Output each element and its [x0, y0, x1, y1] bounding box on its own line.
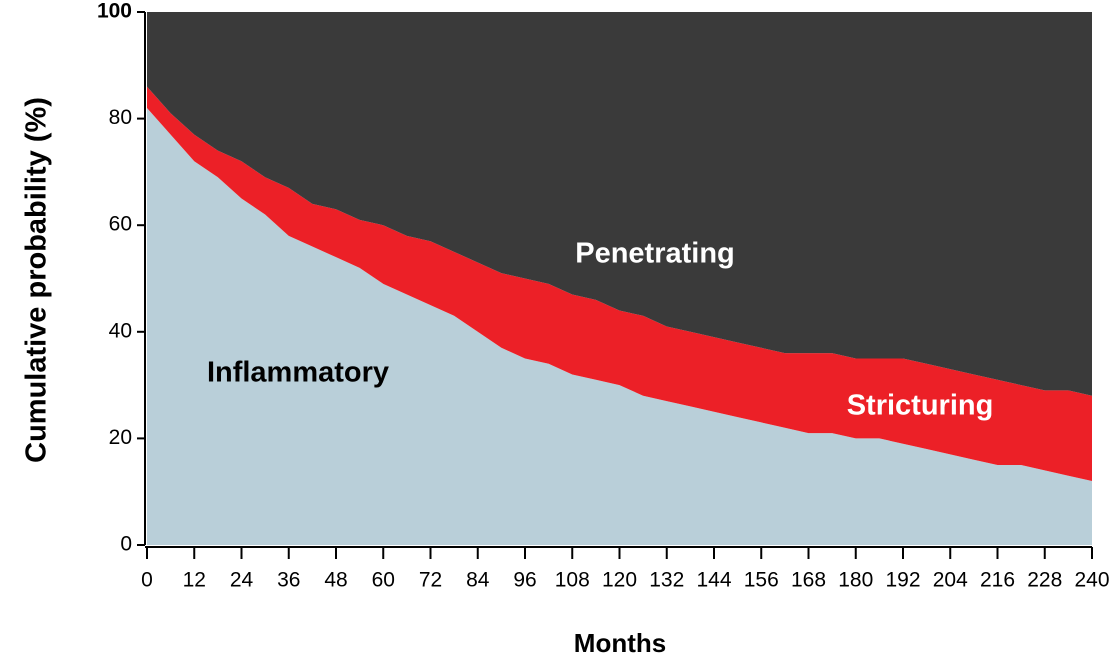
- x-tick-label: 108: [555, 569, 590, 592]
- y-tick-label: 80: [109, 106, 132, 129]
- x-tick-label: 72: [419, 569, 442, 592]
- x-tick-label: 0: [141, 569, 153, 592]
- y-tick-label: 60: [109, 213, 132, 236]
- x-tick-label: 120: [602, 569, 637, 592]
- x-tick-label: 144: [696, 569, 731, 592]
- y-tick-label: 40: [109, 319, 132, 342]
- x-tick-label: 24: [230, 569, 254, 592]
- x-tick-label: 192: [885, 569, 920, 592]
- x-tick-label: 96: [513, 569, 536, 592]
- y-tick-label: 100: [97, 0, 132, 23]
- x-axis-label: Months: [574, 628, 666, 658]
- x-tick-label: 168: [791, 569, 826, 592]
- area: [147, 107, 1092, 545]
- x-tick-label: 48: [324, 569, 347, 592]
- area-label: Penetrating: [575, 238, 735, 270]
- area: [147, 12, 1092, 396]
- x-tick-label: 204: [933, 569, 968, 592]
- x-tick-label: 60: [372, 569, 395, 592]
- area-label: Inflammatory: [207, 357, 389, 389]
- x-tick-label: 240: [1074, 569, 1109, 592]
- x-tick-label: 84: [466, 569, 490, 592]
- area-label: Stricturing: [847, 390, 994, 422]
- y-tick-label: 0: [120, 533, 132, 556]
- x-tick-label: 36: [277, 569, 300, 592]
- y-axis-label: Cumulative probability (%): [21, 97, 53, 463]
- x-tick-label: 12: [183, 569, 206, 592]
- x-tick-label: 156: [744, 569, 779, 592]
- x-tick-label: 132: [649, 569, 684, 592]
- x-tick-label: 180: [838, 569, 873, 592]
- area: [147, 86, 1092, 482]
- y-tick-label: 20: [109, 426, 132, 449]
- x-tick-label: 228: [1027, 569, 1062, 592]
- x-tick-label: 216: [980, 569, 1015, 592]
